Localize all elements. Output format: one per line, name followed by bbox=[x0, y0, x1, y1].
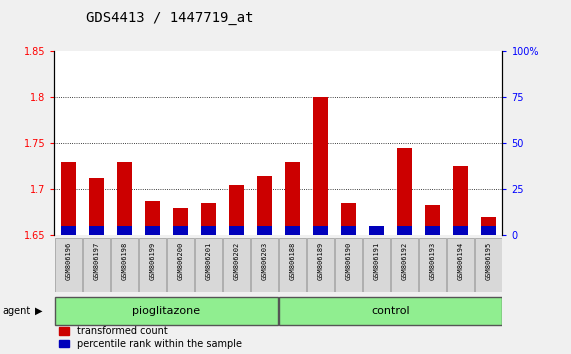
Bar bbox=[481, 226, 496, 235]
Bar bbox=[425, 226, 440, 235]
Text: GSM806203: GSM806203 bbox=[262, 241, 267, 280]
Bar bbox=[228, 226, 244, 235]
Bar bbox=[200, 226, 216, 235]
Bar bbox=[61, 226, 76, 235]
Text: GSM806193: GSM806193 bbox=[429, 241, 436, 280]
Bar bbox=[397, 226, 412, 235]
Bar bbox=[172, 208, 188, 235]
Text: GSM806197: GSM806197 bbox=[93, 241, 99, 280]
Bar bbox=[341, 203, 356, 235]
Legend: transformed count, percentile rank within the sample: transformed count, percentile rank withi… bbox=[59, 326, 242, 349]
Bar bbox=[363, 238, 390, 291]
Bar bbox=[453, 226, 468, 235]
Bar bbox=[391, 238, 418, 291]
Bar bbox=[83, 238, 110, 291]
Bar bbox=[369, 226, 384, 235]
Text: GSM806191: GSM806191 bbox=[373, 241, 379, 280]
Bar bbox=[139, 238, 166, 291]
Bar bbox=[61, 162, 76, 235]
Text: GSM806190: GSM806190 bbox=[345, 241, 351, 280]
Text: GSM806201: GSM806201 bbox=[206, 241, 211, 280]
Text: GSM806196: GSM806196 bbox=[65, 241, 71, 280]
Bar bbox=[256, 176, 272, 235]
Bar bbox=[251, 238, 278, 291]
Bar bbox=[279, 297, 502, 325]
Bar bbox=[55, 297, 278, 325]
Bar bbox=[279, 238, 306, 291]
Text: GSM806202: GSM806202 bbox=[234, 241, 239, 280]
Bar bbox=[167, 238, 194, 291]
Text: GSM806192: GSM806192 bbox=[401, 241, 408, 280]
Bar bbox=[307, 238, 334, 291]
Bar bbox=[144, 226, 160, 235]
Bar bbox=[285, 226, 300, 235]
Bar bbox=[335, 238, 362, 291]
Text: GSM806199: GSM806199 bbox=[149, 241, 155, 280]
Text: GSM806188: GSM806188 bbox=[289, 241, 295, 280]
Text: GSM806195: GSM806195 bbox=[485, 241, 492, 280]
Bar bbox=[313, 97, 328, 235]
Bar bbox=[89, 178, 104, 235]
Bar bbox=[397, 148, 412, 235]
Bar bbox=[200, 203, 216, 235]
Text: GSM806200: GSM806200 bbox=[178, 241, 183, 280]
Text: ▶: ▶ bbox=[35, 306, 43, 316]
Bar bbox=[419, 238, 446, 291]
Text: GSM806194: GSM806194 bbox=[457, 241, 464, 280]
Text: pioglitazone: pioglitazone bbox=[132, 306, 200, 316]
Bar bbox=[89, 226, 104, 235]
Bar bbox=[223, 238, 250, 291]
Bar bbox=[116, 162, 132, 235]
Bar bbox=[111, 238, 138, 291]
Text: GSM806198: GSM806198 bbox=[121, 241, 127, 280]
Bar bbox=[285, 162, 300, 235]
Bar bbox=[228, 185, 244, 235]
Bar bbox=[256, 226, 272, 235]
Bar bbox=[313, 226, 328, 235]
Bar bbox=[172, 226, 188, 235]
Text: agent: agent bbox=[3, 306, 31, 316]
Bar bbox=[144, 201, 160, 235]
Bar bbox=[425, 205, 440, 235]
Bar bbox=[453, 166, 468, 235]
Text: GDS4413 / 1447719_at: GDS4413 / 1447719_at bbox=[86, 11, 253, 25]
Bar bbox=[475, 238, 502, 291]
Text: control: control bbox=[371, 306, 410, 316]
Bar bbox=[369, 226, 384, 235]
Bar bbox=[55, 238, 82, 291]
Bar bbox=[195, 238, 222, 291]
Bar bbox=[481, 217, 496, 235]
Text: GSM806189: GSM806189 bbox=[317, 241, 323, 280]
Bar bbox=[116, 226, 132, 235]
Bar bbox=[447, 238, 474, 291]
Bar bbox=[341, 226, 356, 235]
